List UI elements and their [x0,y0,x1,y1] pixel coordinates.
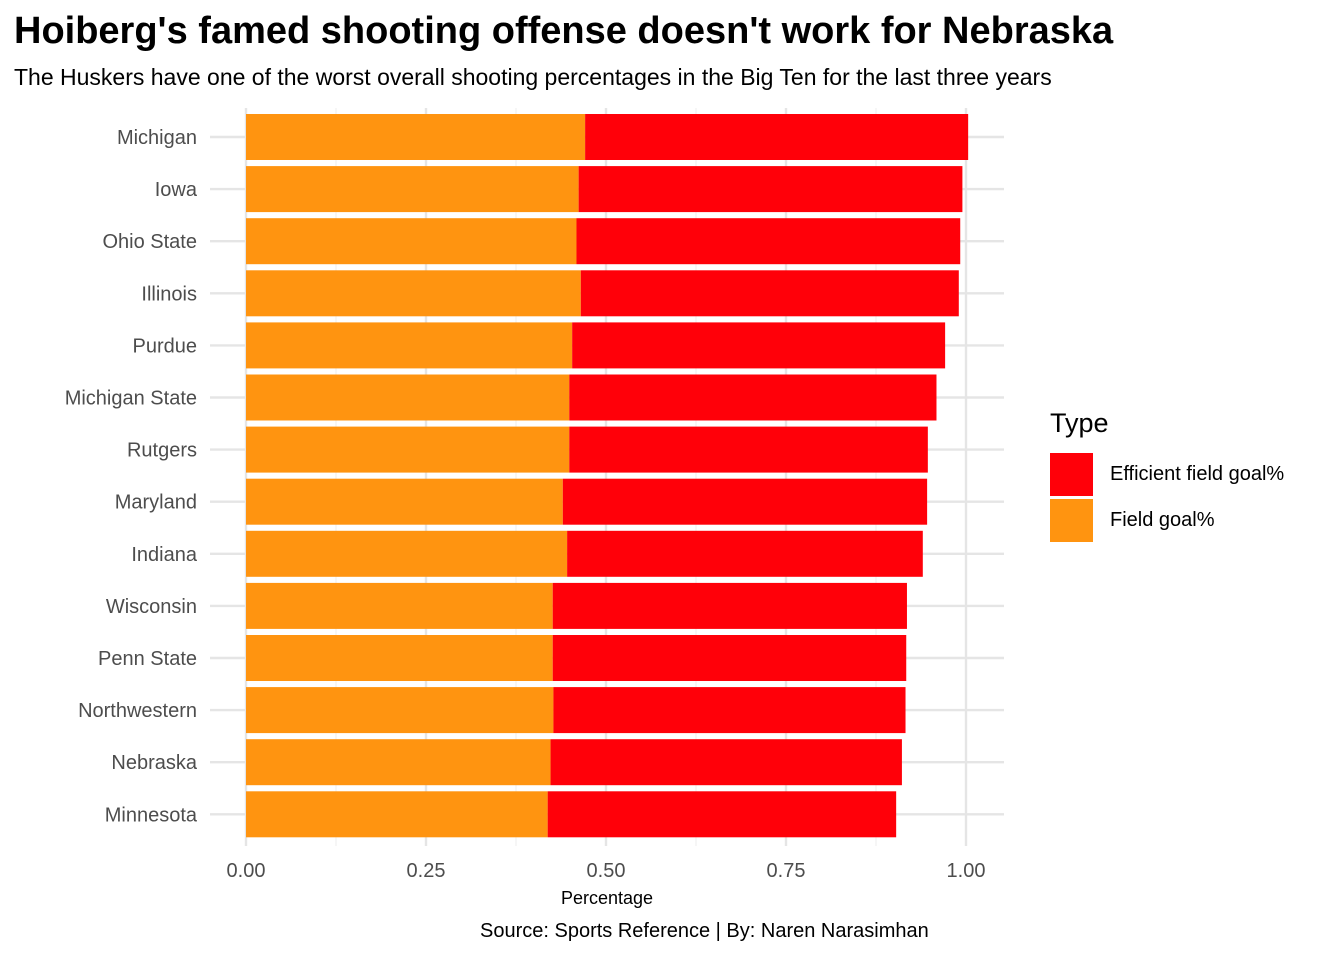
y-tick-label: Minnesota [105,804,198,826]
bars [246,114,969,838]
bar-field-goal [246,166,579,213]
bar-field-goal [246,478,563,525]
y-tick-labels: Michigan Iowa Ohio State Illinois Purdue Mich… [65,127,198,826]
x-tick-label: 0.50 [587,860,626,882]
bar-efficient-field-goal [578,166,963,213]
bar-efficient-field-goal [585,114,969,160]
y-tick-label: Nebraska [111,752,197,774]
y-tick-label: Purdue [133,335,198,357]
bar-field-goal [246,530,568,577]
bar-efficient-field-goal [580,270,959,317]
y-tick-label: Wisconsin [106,596,197,618]
x-tick-label: 0.00 [227,860,266,882]
y-tick-label: Michigan State [65,388,197,410]
bar-field-goal [246,791,548,838]
y-tick-label: Illinois [141,283,197,305]
bar-field-goal [246,114,586,160]
legend-item-field-goal: Field goal% [1050,497,1284,543]
bar-efficient-field-goal [550,739,902,786]
chart-title: Hoiberg's famed shooting offense doesn't… [14,10,1114,52]
legend-swatch [1050,452,1093,496]
bar-field-goal [246,635,553,681]
legend-label: Efficient field goal% [1110,462,1285,485]
legend-title: Type [1050,408,1109,438]
legend-item-efficient-fg: Efficient field goal% [1050,451,1284,497]
legend-swatch [1050,498,1093,542]
bar-efficient-field-goal [547,791,897,838]
bar-efficient-field-goal [569,374,937,421]
legend-label: Field goal% [1110,508,1215,531]
legend: Type Efficient field goal% Field goal% [1050,408,1284,543]
bar-field-goal [246,687,554,734]
x-tick-label: 1.00 [947,860,986,882]
y-tick-label: Rutgers [127,440,197,462]
bar-efficient-field-goal [569,426,928,473]
bar-efficient-field-goal [576,218,961,265]
bar-field-goal [246,426,570,473]
bar-field-goal [246,270,581,317]
x-axis-label: Percentage [561,888,653,908]
bar-field-goal [246,582,553,629]
bar-field-goal [246,322,573,369]
y-tick-label: Maryland [115,492,197,514]
bar-efficient-field-goal [552,582,907,629]
x-tick-labels: 0.00 0.25 0.50 0.75 1.00 [227,860,986,882]
bar-efficient-field-goal [552,635,907,681]
bar-efficient-field-goal [567,530,923,577]
y-tick-label: Iowa [155,179,198,201]
bar-field-goal [246,374,570,421]
chart-subtitle: The Huskers have one of the worst overal… [14,64,1052,90]
bar-efficient-field-goal [562,478,928,525]
bar-efficient-field-goal [553,687,906,734]
y-tick-label: Northwestern [78,700,197,722]
y-tick-label: Michigan [117,127,197,149]
bar-field-goal [246,739,551,786]
bar-efficient-field-goal [572,322,946,369]
y-tick-label: Ohio State [102,231,197,253]
y-tick-label: Indiana [131,544,197,566]
bar-field-goal [246,218,577,265]
y-tick-label: Penn State [98,648,197,670]
x-tick-label: 0.25 [407,860,446,882]
x-tick-label: 0.75 [767,860,806,882]
caption: Source: Sports Reference | By: Naren Nar… [480,920,929,942]
